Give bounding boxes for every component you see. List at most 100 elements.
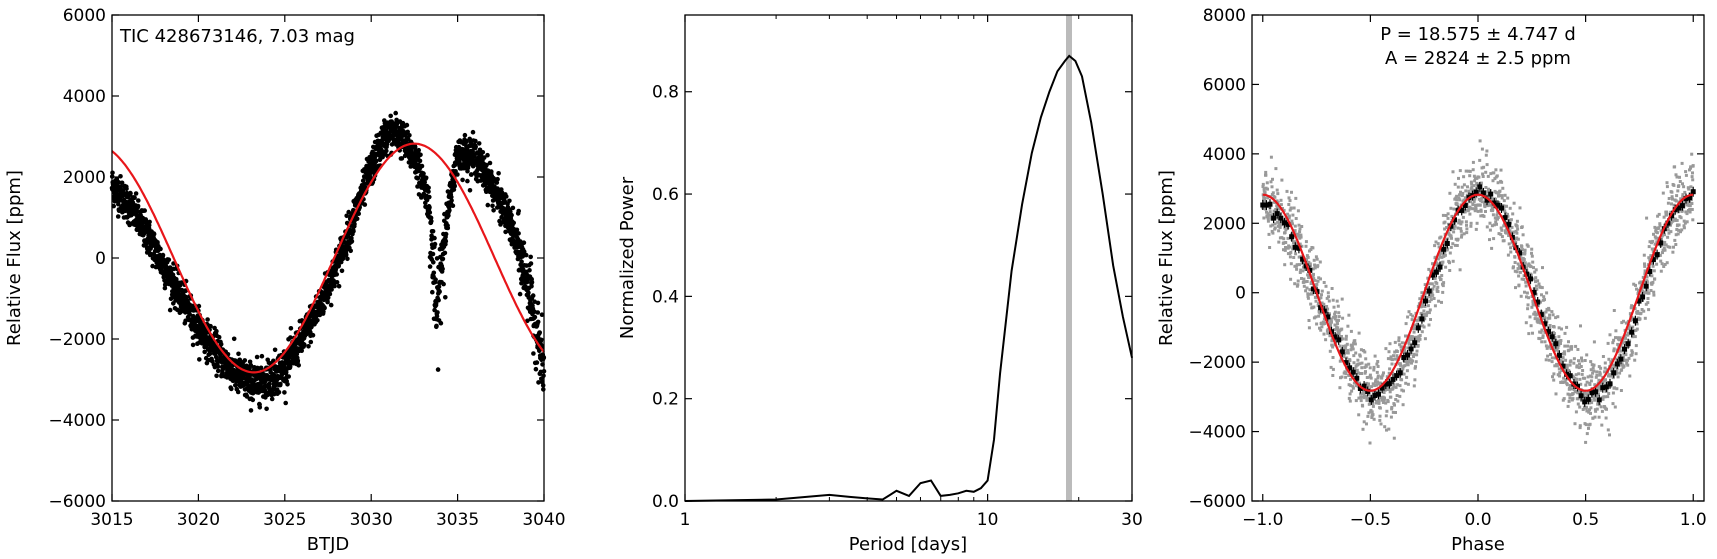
lightcurve-data-point <box>432 236 437 241</box>
phasefold-raw-point <box>1457 177 1460 180</box>
phasefold-raw-point <box>1652 291 1655 294</box>
phasefold-raw-point <box>1396 350 1399 353</box>
lightcurve-data-point <box>134 191 139 196</box>
phasefold-raw-point <box>1567 340 1570 343</box>
phasefold-raw-point <box>1640 312 1643 315</box>
phasefold-raw-point <box>1519 206 1522 209</box>
lightcurve-data-point <box>431 252 436 257</box>
phasefold-raw-point <box>1456 203 1459 206</box>
y-tick-label: 6000 <box>63 6 106 26</box>
phasefold-raw-point <box>1341 298 1344 301</box>
lightcurve-data-point <box>345 257 350 262</box>
phasefold-raw-point <box>1544 340 1547 343</box>
phasefold-raw-point <box>1337 311 1340 314</box>
phasefold-raw-point <box>1667 228 1670 231</box>
phasefold-raw-point <box>1526 292 1529 295</box>
y-tick-label: −6000 <box>48 492 106 512</box>
lightcurve-data-point <box>306 344 311 349</box>
phasefold-raw-point <box>1294 197 1297 200</box>
phasefold-raw-point <box>1523 258 1526 261</box>
lightcurve-data-point <box>433 277 438 282</box>
phasefold-raw-point <box>1382 371 1385 374</box>
phasefold-raw-point <box>1444 221 1447 224</box>
x-tick-label: 3020 <box>177 510 220 530</box>
phasefold-raw-point <box>1364 370 1367 373</box>
phasefold-raw-point <box>1336 322 1339 325</box>
phasefold-binned-point <box>1423 299 1428 304</box>
lightcurve-data-point <box>216 369 221 374</box>
phasefold-raw-point <box>1501 197 1504 200</box>
phasefold-raw-point <box>1655 263 1658 266</box>
phasefold-raw-point <box>1371 410 1374 413</box>
phasefold-raw-point <box>1365 422 1368 425</box>
phasefold-raw-point <box>1580 357 1583 360</box>
phasefold-raw-point <box>1405 322 1408 325</box>
lightcurve-data-point <box>289 326 294 331</box>
phasefold-raw-point <box>1606 395 1609 398</box>
lightcurve-data-point <box>344 252 349 257</box>
phasefold-raw-point <box>1416 350 1419 353</box>
phasefold-raw-point <box>1651 281 1654 284</box>
phasefold-raw-point <box>1349 400 1352 403</box>
phasefold-raw-point <box>1387 400 1390 403</box>
phasefold-raw-point <box>1500 181 1503 184</box>
phasefold-raw-point <box>1511 212 1514 215</box>
phasefold-raw-point <box>1592 370 1595 373</box>
phasefold-raw-point <box>1612 392 1615 395</box>
phasefold-raw-point <box>1618 372 1621 375</box>
phasefold-raw-point <box>1377 375 1380 378</box>
phasefold-raw-point <box>1482 166 1485 169</box>
phasefold-raw-point <box>1674 243 1677 246</box>
lightcurve-data-point <box>485 153 490 158</box>
lightcurve-data-point <box>444 232 449 237</box>
phasefold-raw-point <box>1607 392 1610 395</box>
phasefold-raw-point <box>1452 230 1455 233</box>
phasefold-raw-point <box>1492 171 1495 174</box>
y-tick-label: 0.4 <box>652 287 679 307</box>
phasefold-raw-point <box>1391 358 1394 361</box>
y-tick-label: 0.0 <box>652 492 679 512</box>
phasefold-raw-point <box>1394 341 1397 344</box>
lightcurve-data-point <box>429 219 434 224</box>
phasefold-raw-point <box>1338 332 1341 335</box>
phasefold-raw-point <box>1337 305 1340 308</box>
phasefold-raw-point <box>1430 298 1433 301</box>
phasefold-raw-point <box>1479 204 1482 207</box>
phasefold-raw-point <box>1563 353 1566 356</box>
phasefold-raw-point <box>1264 191 1267 194</box>
phasefold-raw-point <box>1530 252 1533 255</box>
phasefold-raw-point <box>1316 258 1319 261</box>
phasefold-raw-point <box>1570 345 1573 348</box>
phasefold-raw-point <box>1541 286 1544 289</box>
phasefold-raw-point <box>1558 375 1561 378</box>
lightcurve-data-point <box>142 208 147 213</box>
phasefold-raw-point <box>1351 344 1354 347</box>
lightcurve-data-point <box>477 141 482 146</box>
phasefold-raw-point <box>1683 191 1686 194</box>
phasefold-raw-point <box>1332 356 1335 359</box>
lightcurve-data-point <box>441 257 446 262</box>
phasefold-raw-point <box>1636 328 1639 331</box>
phasefold-raw-point <box>1348 359 1351 362</box>
lightcurve-data-point <box>249 408 254 413</box>
phasefold-raw-point <box>1421 330 1424 333</box>
lightcurve-data-point <box>522 240 527 245</box>
lightcurve-data-point <box>282 390 287 395</box>
phasefold-raw-point <box>1604 362 1607 365</box>
phasefold-raw-point <box>1387 357 1390 360</box>
phasefold-raw-point <box>1490 247 1493 250</box>
phasefold-raw-point <box>1499 190 1502 193</box>
phasefold-raw-point <box>1283 263 1286 266</box>
periodogram-ylabel: Normalized Power <box>617 176 638 339</box>
phasefold-raw-point <box>1431 294 1434 297</box>
phasefold-raw-point <box>1369 442 1372 445</box>
phasefold-raw-point <box>1444 266 1447 269</box>
lightcurve-data-point <box>155 240 160 245</box>
phasefold-raw-point <box>1423 326 1426 329</box>
phasefold-raw-point <box>1524 249 1527 252</box>
lightcurve-data-point <box>516 231 521 236</box>
phasefold-raw-point <box>1266 188 1269 191</box>
phasefold-raw-point <box>1584 359 1587 362</box>
lightcurve-data-point <box>384 149 389 154</box>
phasefold-raw-point <box>1352 387 1355 390</box>
